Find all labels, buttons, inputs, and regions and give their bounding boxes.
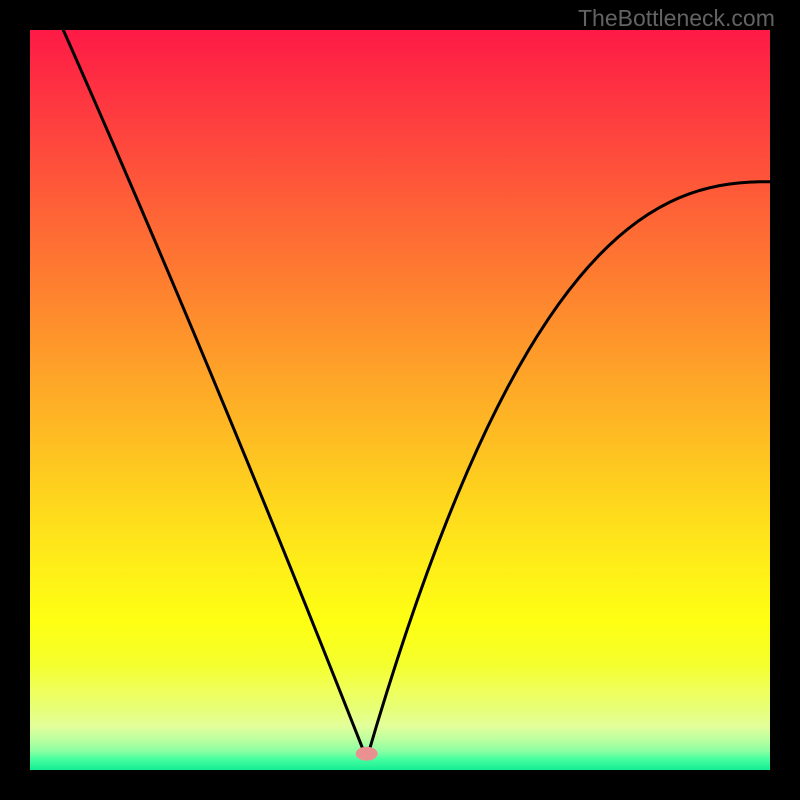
- plot-area: [30, 30, 770, 770]
- bottleneck-chart: TheBottleneck.com: [0, 0, 800, 800]
- watermark-text: TheBottleneck.com: [578, 5, 775, 32]
- chart-svg: [0, 0, 800, 800]
- vertex-marker: [356, 747, 378, 761]
